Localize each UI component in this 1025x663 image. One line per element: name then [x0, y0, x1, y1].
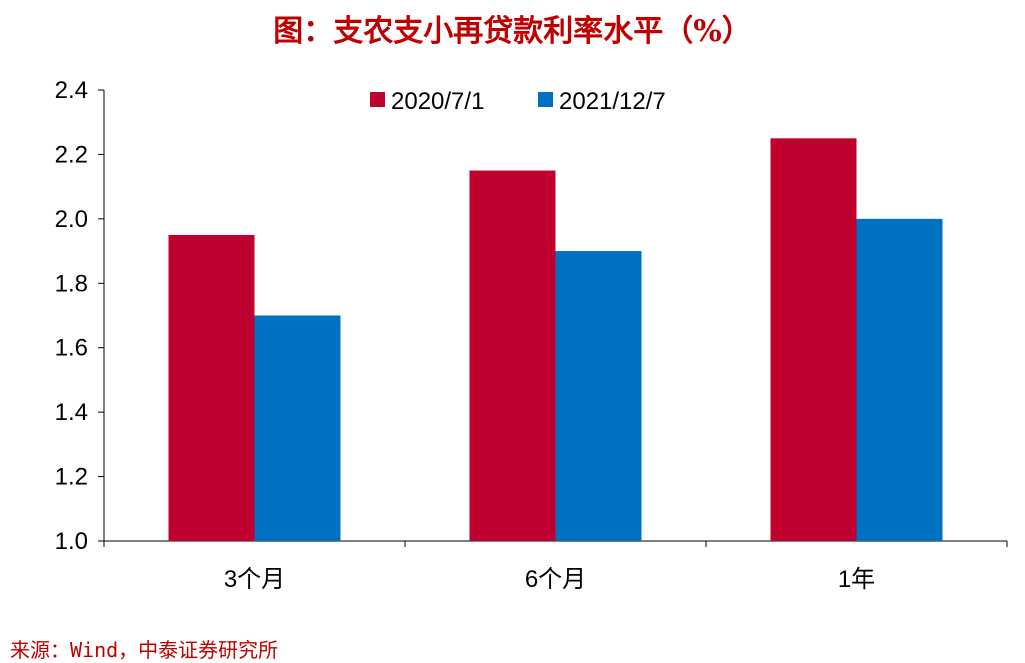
y-tick-label: 1.0	[55, 528, 88, 555]
source-note: 来源：Wind，中泰证券研究所	[10, 638, 279, 662]
legend-swatch	[370, 92, 385, 107]
y-tick-label: 1.2	[55, 464, 88, 491]
x-category-label: 6个月	[525, 566, 586, 593]
bar-2021-12-7-2	[555, 251, 642, 542]
bar-2020-7-1-1	[168, 234, 255, 541]
legend-label: 2021/12/7	[559, 88, 666, 115]
bar-2021-12-7-3	[856, 218, 943, 541]
y-tick-label: 2.2	[55, 141, 88, 168]
y-tick-label: 1.6	[55, 335, 88, 362]
legend-swatch	[538, 92, 553, 107]
x-category-label: 3个月	[224, 566, 285, 593]
bar-2021-12-7-1	[254, 315, 341, 541]
bar-2020-7-1-3	[770, 138, 857, 542]
y-tick-label: 2.0	[55, 206, 88, 233]
bar-2020-7-1-2	[469, 170, 556, 542]
legend-label: 2020/7/1	[391, 88, 484, 115]
y-tick-label: 2.4	[55, 77, 88, 104]
y-tick-label: 1.4	[55, 399, 88, 426]
chart-title: 图：支农支小再贷款利率水平（%）	[273, 14, 752, 49]
y-tick-label: 1.8	[55, 270, 88, 297]
x-category-label: 1年	[838, 566, 875, 593]
